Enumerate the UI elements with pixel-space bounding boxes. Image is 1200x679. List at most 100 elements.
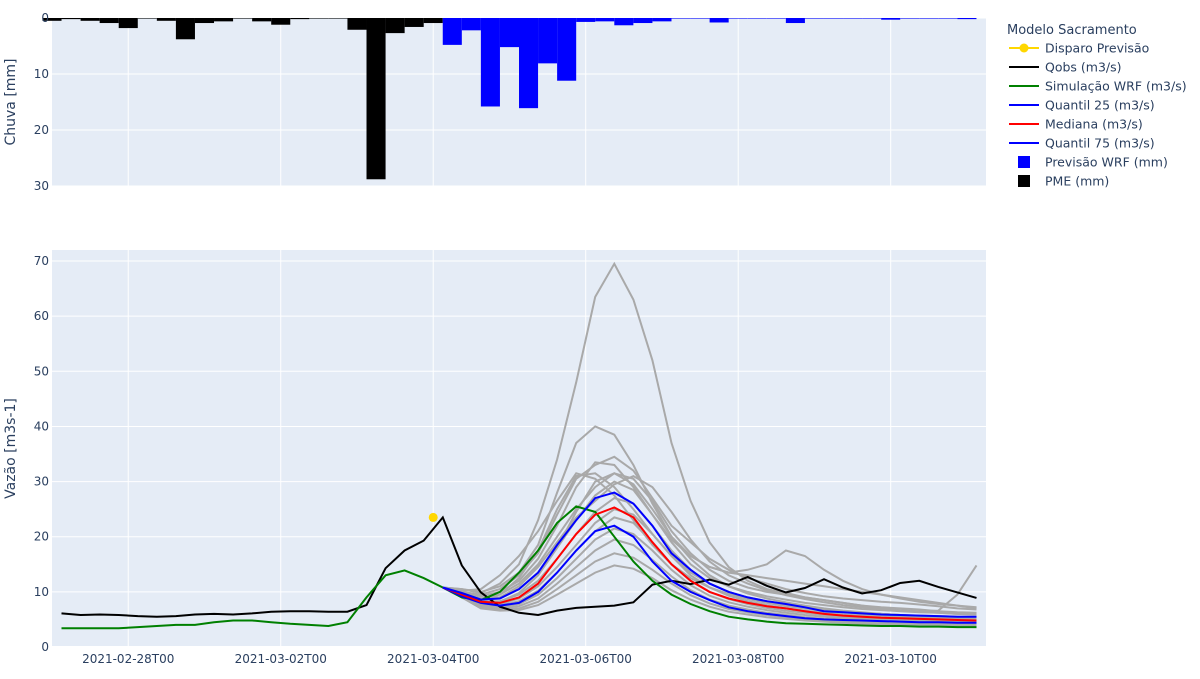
wrf-rain-bar bbox=[747, 18, 767, 19]
pme-bar bbox=[290, 18, 310, 20]
pme-bar bbox=[194, 18, 215, 24]
wrf-rain-bar bbox=[862, 18, 882, 19]
wrf-rain-bar bbox=[557, 18, 577, 81]
pme-bar bbox=[80, 18, 100, 21]
legend-item: Quantil 75 (m3/s) bbox=[1009, 136, 1155, 151]
legend-swatch-square bbox=[1018, 156, 1030, 168]
wrf-rain-bar bbox=[614, 18, 634, 26]
flow-x-tick-label: 2021-03-10T00 bbox=[845, 652, 937, 666]
pme-bar bbox=[137, 18, 157, 19]
rain-y-tick-label: 10 bbox=[34, 67, 49, 81]
flow-x-tick-label: 2021-02-28T00 bbox=[82, 652, 174, 666]
wrf-rain-bar bbox=[538, 18, 558, 64]
legend-item: Previsão WRF (mm) bbox=[1018, 155, 1168, 170]
pme-bar bbox=[385, 18, 405, 34]
flow-y-tick-label: 50 bbox=[34, 364, 49, 378]
flow-y-tick-label: 10 bbox=[34, 585, 49, 599]
pme-bar bbox=[61, 18, 81, 20]
legend: Modelo Sacramento Disparo Previsão Qobs (… bbox=[1007, 23, 1187, 189]
flow-y-tick-label: 20 bbox=[34, 530, 49, 544]
ensemble-member-line bbox=[442, 474, 977, 616]
legend-item: Mediana (m3/s) bbox=[1009, 117, 1143, 132]
ensemble-member-line bbox=[442, 564, 977, 629]
wrf-rain-bar bbox=[881, 18, 901, 20]
legend-item: Simulação WRF (m3/s) bbox=[1009, 79, 1187, 94]
flow-y-axis-label: Vazão [m3s-1] bbox=[3, 398, 19, 499]
rain-y-tick-label: 20 bbox=[34, 123, 49, 137]
legend-item-label: Previsão WRF (mm) bbox=[1045, 155, 1168, 170]
wrf-rain-bar bbox=[519, 18, 539, 109]
wrf-rain-bar bbox=[938, 18, 958, 19]
rain-panel: 0 10 20 30 Chuva [mm] bbox=[3, 11, 986, 193]
pme-bar bbox=[42, 18, 62, 21]
legend-item-label: PME (mm) bbox=[1045, 174, 1109, 189]
flow-y-tick-label: 40 bbox=[34, 419, 49, 433]
wrf-rain-bar bbox=[900, 18, 920, 19]
wrf-rain-bar bbox=[728, 18, 748, 19]
legend-items: Disparo Previsão Qobs (m3/s) Simulação WRF… bbox=[1009, 41, 1187, 189]
flow-x-tick-label: 2021-03-02T00 bbox=[235, 652, 327, 666]
legend-swatch-square bbox=[1018, 175, 1030, 187]
flow-panel: 0 10 20 30 40 50 60 70 2021-02-28T00 2021-03-02T… bbox=[3, 250, 986, 666]
pme-bar bbox=[404, 18, 424, 27]
quantil-25-line bbox=[442, 524, 977, 624]
qobs-line bbox=[61, 515, 977, 618]
wrf-rain-bar bbox=[576, 18, 596, 22]
rain-y-tick-label: 0 bbox=[41, 11, 49, 25]
legend-item-label: Simulação WRF (m3/s) bbox=[1045, 79, 1187, 94]
pme-bar bbox=[423, 18, 443, 24]
ensemble-member-line bbox=[442, 261, 977, 614]
ensemble-member-line bbox=[442, 461, 977, 609]
flow-y-tick-label: 30 bbox=[34, 475, 49, 489]
wrf-rain-bar bbox=[957, 18, 977, 20]
ensemble-member-line bbox=[442, 552, 977, 627]
sim-wrf-line bbox=[61, 505, 977, 630]
legend-item-label: Qobs (m3/s) bbox=[1045, 60, 1122, 75]
rain-y-tick-label: 30 bbox=[34, 179, 49, 193]
pme-bar bbox=[366, 18, 386, 180]
flow-x-tick-label: 2021-03-04T00 bbox=[387, 652, 479, 666]
pme-bar bbox=[233, 18, 253, 19]
flow-lines bbox=[61, 261, 978, 630]
legend-item: PME (mm) bbox=[1018, 174, 1109, 189]
wrf-rain-bar bbox=[480, 18, 500, 107]
flow-x-tick-labels: 2021-02-28T00 2021-03-02T00 2021-03-04T00 2… bbox=[82, 652, 937, 666]
wrf-rain-bar bbox=[499, 18, 519, 48]
pme-bar bbox=[156, 18, 176, 21]
legend-item: Quantil 25 (m3/s) bbox=[1009, 98, 1155, 113]
wrf-rain-bar bbox=[442, 18, 462, 45]
rain-bars bbox=[42, 18, 977, 180]
quantil-75-line bbox=[442, 491, 977, 618]
flow-x-tick-label: 2021-03-08T00 bbox=[692, 652, 784, 666]
legend-item: Qobs (m3/s) bbox=[1009, 60, 1122, 75]
legend-item: Disparo Previsão bbox=[1009, 41, 1149, 56]
rain-y-tick-labels: 0 10 20 30 bbox=[34, 11, 49, 193]
wrf-rain-bar bbox=[595, 18, 615, 22]
pme-bar bbox=[214, 18, 234, 22]
flow-y-tick-label: 0 bbox=[41, 640, 49, 654]
wrf-rain-bar bbox=[823, 18, 844, 19]
wrf-rain-bar bbox=[671, 18, 691, 19]
wrf-rain-bar bbox=[785, 18, 805, 24]
flow-y-tick-labels: 0 10 20 30 40 50 60 70 bbox=[34, 254, 49, 654]
flow-y-tick-label: 70 bbox=[34, 254, 49, 268]
pme-bar bbox=[252, 18, 272, 22]
legend-swatch-marker bbox=[1019, 43, 1029, 53]
wrf-rain-bar bbox=[652, 18, 672, 22]
wrf-rain-bar bbox=[766, 18, 786, 19]
legend-item-label: Disparo Previsão bbox=[1045, 41, 1149, 56]
pme-bar bbox=[99, 18, 119, 24]
flow-x-tick-label: 2021-03-06T00 bbox=[540, 652, 632, 666]
pme-bar bbox=[271, 18, 291, 25]
legend-title: Modelo Sacramento bbox=[1007, 23, 1137, 38]
wrf-rain-bar bbox=[919, 18, 939, 19]
wrf-rain-bar bbox=[690, 18, 710, 19]
wrf-rain-bar bbox=[461, 18, 481, 31]
legend-item-label: Mediana (m3/s) bbox=[1045, 117, 1143, 132]
wrf-rain-bar bbox=[843, 18, 863, 19]
pme-bar bbox=[118, 18, 138, 29]
mediana-line bbox=[442, 506, 977, 622]
pme-bar bbox=[328, 18, 348, 19]
flow-y-tick-label: 60 bbox=[34, 309, 49, 323]
